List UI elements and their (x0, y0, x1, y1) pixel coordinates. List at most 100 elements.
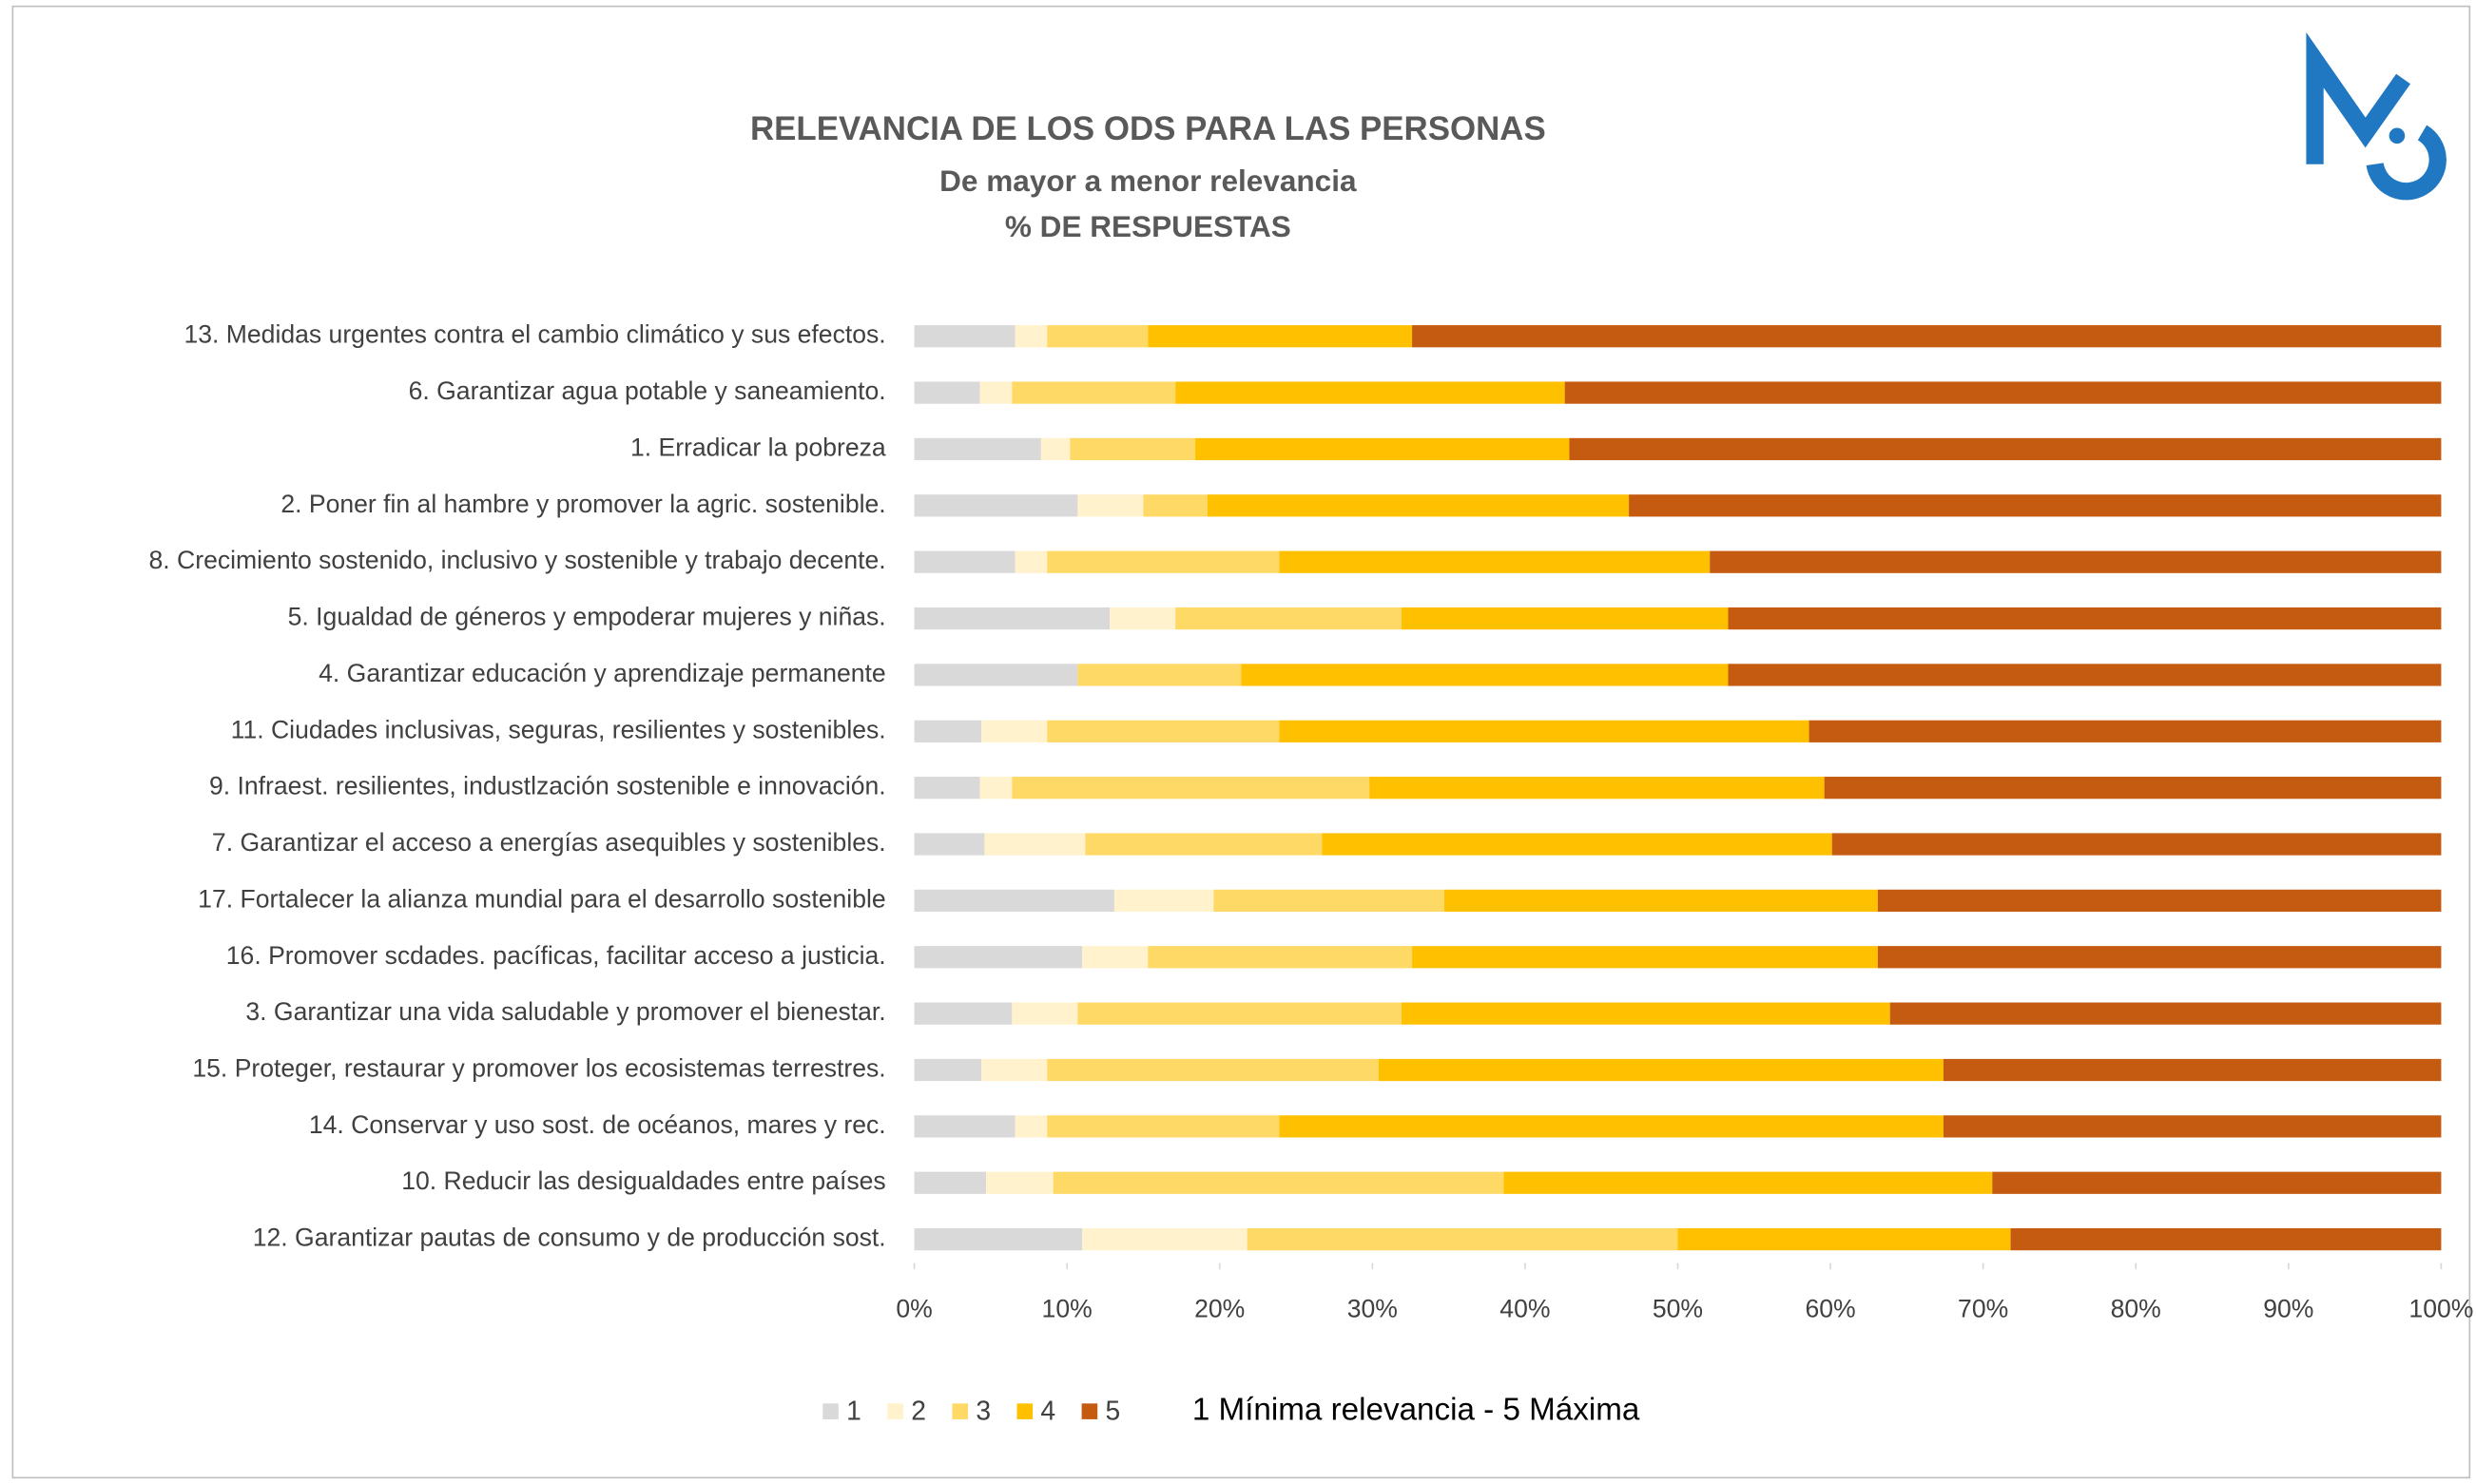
legend-label: 5 (1106, 1396, 1121, 1426)
x-tick-label: 10% (1042, 1294, 1093, 1322)
y-tick-label: 13. Medidas urgentes contra el cambio cl… (184, 320, 885, 349)
bar-segment (1047, 325, 1149, 348)
bar-segment (1015, 325, 1048, 348)
bar-segment (1728, 664, 2442, 686)
bar-segment (1012, 381, 1176, 404)
y-tick-label: 2. Poner fin al hambre y promover la agr… (280, 490, 885, 518)
y-tick-label: 1. Erradicar la pobreza (630, 433, 886, 461)
legend-swatch (887, 1403, 903, 1419)
y-tick-label: 15. Proteger, restaurar y promover los e… (192, 1054, 885, 1083)
bar-segment (1992, 1171, 2442, 1194)
legend-note: 1 Mínima relevancia - 5 Máxima (1192, 1392, 1640, 1427)
bar-segment (1241, 664, 1729, 686)
bar-segment (1809, 720, 2442, 742)
bar-segment (914, 889, 1114, 913)
logo-m (2306, 31, 2411, 164)
legend-swatch (952, 1403, 969, 1419)
x-tick-label: 60% (1805, 1294, 1855, 1322)
y-tick-label: 5. Igualdad de géneros y empoderar mujer… (288, 603, 886, 631)
bar-segment (914, 325, 1016, 348)
bar-segment (1082, 946, 1149, 969)
x-tick-label: 40% (1499, 1294, 1550, 1322)
bar-segment (1378, 1058, 1944, 1082)
bar-segment (1831, 833, 2442, 856)
bar-segment (1175, 381, 1565, 404)
legend-label: 2 (911, 1396, 926, 1426)
bar-segment (981, 720, 1048, 742)
legend-swatch (1016, 1403, 1034, 1419)
bar-segment (1677, 1227, 2011, 1251)
x-tick-label: 0% (896, 1294, 932, 1322)
x-tick-label: 80% (2111, 1294, 2161, 1322)
bar-segment (1047, 720, 1280, 742)
bar-segment (1824, 777, 2442, 800)
bar-segment (1015, 1115, 1048, 1138)
bar-segment (1279, 720, 1809, 742)
bar-segment (1877, 946, 2442, 969)
bar-segment (1015, 550, 1048, 573)
bar-segment (1569, 437, 2442, 461)
bar-segment (914, 1171, 987, 1194)
legend-swatch (1081, 1403, 1098, 1419)
bar-segment (1110, 607, 1176, 630)
bar-segment (1040, 437, 1071, 461)
bar-segment (914, 1058, 982, 1082)
bar-segment (914, 437, 1041, 461)
bar-segment (1195, 437, 1570, 461)
bar-segment (1503, 1171, 1993, 1194)
bar-segment (1889, 1002, 2442, 1025)
chart-title: RELEVANCIA DE LOS ODS PARA LAS PERSONAS (750, 110, 1546, 147)
bar-segment (1077, 494, 1144, 517)
chart-subtitle: De mayor a menor relevancia (939, 164, 1357, 198)
legend-label: 1 (846, 1396, 861, 1426)
bar-segment (914, 1002, 1013, 1025)
y-tick-label: 9. Infraest. resilientes, industlzación … (209, 772, 886, 800)
y-tick-label: 16. Promover scdades. pacíficas, facilit… (226, 941, 886, 970)
bar-segment (1047, 550, 1280, 573)
bar-segment (914, 381, 980, 404)
bar-segment (1943, 1115, 2442, 1138)
y-tick-label: 10. Reducir las desigualdades entre país… (401, 1166, 885, 1195)
bar-segment (979, 777, 1013, 800)
bar-segment (984, 833, 1086, 856)
y-tick-label: 4. Garantizar educación y aprendizaje pe… (319, 659, 886, 687)
bar-segment (1082, 1227, 1248, 1251)
bar-segment (1401, 1002, 1890, 1025)
bar-segment (914, 833, 985, 856)
x-tick-label: 50% (1653, 1294, 1703, 1322)
bar-segment (1279, 550, 1711, 573)
x-tick-label: 30% (1347, 1294, 1398, 1322)
y-tick-label: 17. Fortalecer la alianza mundial para e… (198, 884, 886, 913)
bar-segment (1047, 1058, 1379, 1082)
logo-dot (2389, 127, 2406, 145)
bar-segment (1247, 1227, 1678, 1251)
logo (2306, 31, 2447, 201)
bar-segment (1564, 381, 2442, 404)
bar-segment (1213, 889, 1444, 913)
legend-swatch (822, 1403, 839, 1419)
bar-segment (1369, 777, 1825, 800)
bar-segment (914, 946, 1083, 969)
bar-segment (1113, 889, 1214, 913)
bar-segment (1012, 777, 1370, 800)
bar-segment (1877, 889, 2442, 913)
bar-segment (1077, 664, 1242, 686)
y-tick-label: 6. Garantizar agua potable y saneamiento… (409, 376, 886, 405)
bar-segment (1047, 1115, 1280, 1138)
bar-segment (1148, 946, 1413, 969)
bar-segment (914, 1227, 1083, 1251)
bar-segment (1710, 550, 2442, 573)
legend-label: 4 (1040, 1396, 1055, 1426)
bar-segment (1053, 1171, 1504, 1194)
y-tick-label: 3. Garantizar una vida saludable y promo… (245, 997, 885, 1026)
bar-segment (1070, 437, 1196, 461)
x-tick-label: 100% (2408, 1294, 2473, 1322)
bar-segment (986, 1171, 1054, 1194)
y-tick-label: 14. Conservar y uso sost. de océanos, ma… (309, 1110, 886, 1139)
y-tick-label: 11. Ciudades inclusivas, seguras, resili… (231, 715, 886, 743)
chart-subtitle: % DE RESPUESTAS (1005, 209, 1291, 243)
bar-segment (1443, 889, 1878, 913)
bar-segment (1728, 607, 2442, 630)
y-tick-label: 8. Crecimiento sostenido, inclusivo y so… (149, 546, 886, 574)
